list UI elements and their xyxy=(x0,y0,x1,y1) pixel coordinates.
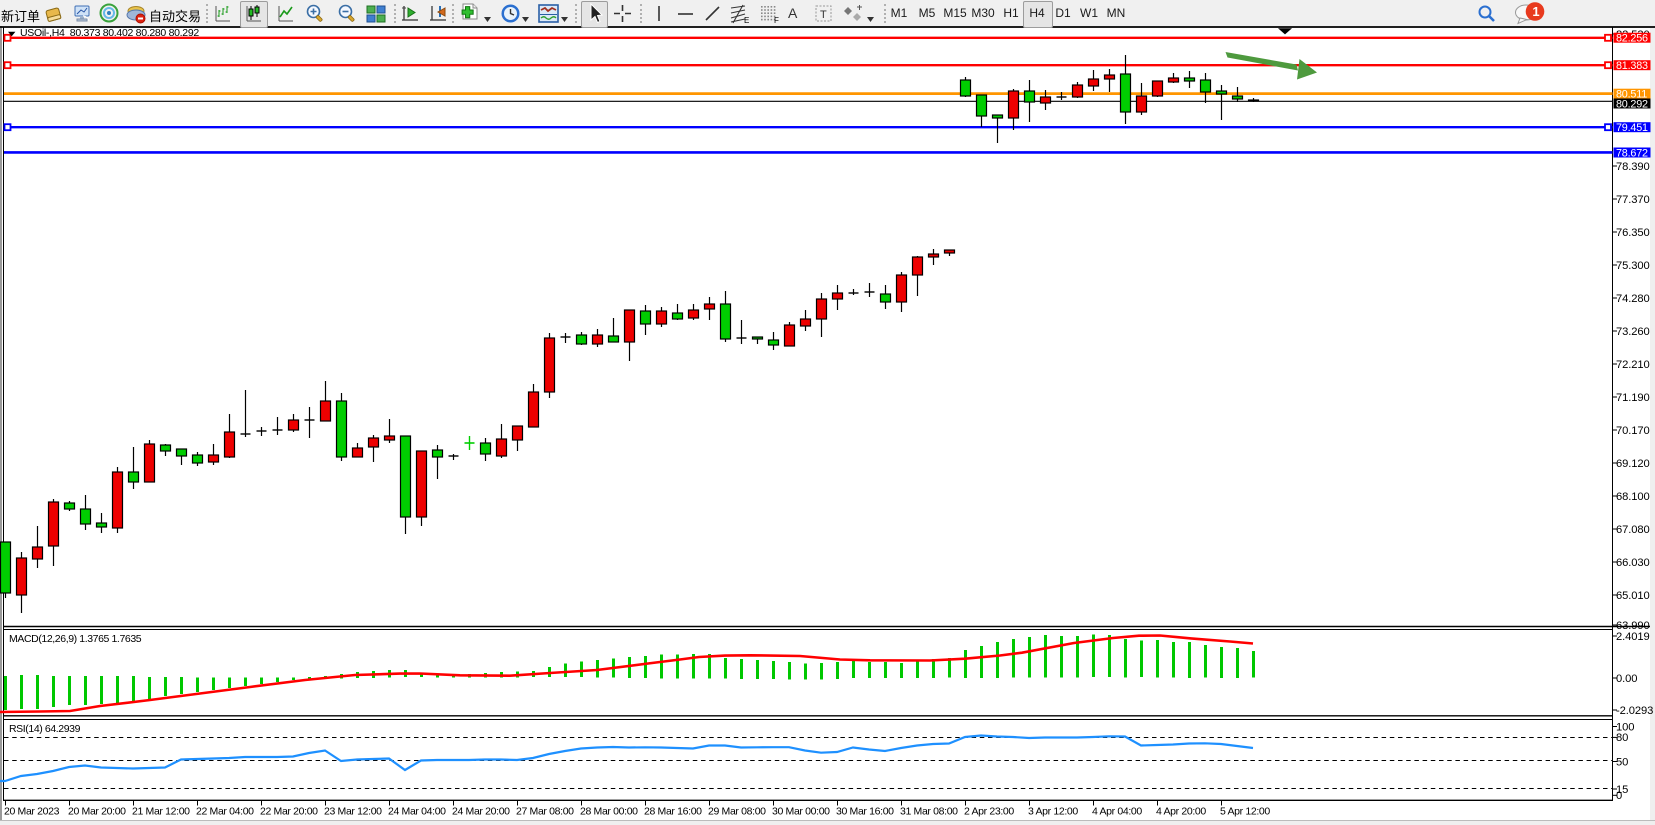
svg-text:78.672: 78.672 xyxy=(1616,147,1648,159)
svg-text:80: 80 xyxy=(1616,732,1628,744)
svg-text:68.100: 68.100 xyxy=(1616,491,1650,503)
svg-text:24 Mar 04:00: 24 Mar 04:00 xyxy=(388,806,446,818)
svg-text:30 Mar 16:00: 30 Mar 16:00 xyxy=(836,806,894,818)
svg-text:RSI(14) 64.2939: RSI(14) 64.2939 xyxy=(9,723,81,735)
svg-text:T: T xyxy=(820,9,827,21)
svg-text:71.190: 71.190 xyxy=(1616,392,1650,404)
svg-text:4 Apr 20:00: 4 Apr 20:00 xyxy=(1156,806,1206,818)
svg-text:76.350: 76.350 xyxy=(1616,227,1650,239)
svg-text:29 Mar 08:00: 29 Mar 08:00 xyxy=(708,806,766,818)
svg-text:22 Mar 20:00: 22 Mar 20:00 xyxy=(260,806,318,818)
svg-text:23 Mar 12:00: 23 Mar 12:00 xyxy=(324,806,382,818)
svg-text:5 Apr 12:00: 5 Apr 12:00 xyxy=(1220,806,1270,818)
svg-text:15: 15 xyxy=(1616,784,1628,796)
svg-text:63.990: 63.990 xyxy=(1616,620,1650,632)
svg-text:27 Mar 08:00: 27 Mar 08:00 xyxy=(516,806,574,818)
svg-text:100: 100 xyxy=(1616,721,1634,733)
svg-text:22 Mar 04:00: 22 Mar 04:00 xyxy=(196,806,254,818)
svg-text:30 Mar 00:00: 30 Mar 00:00 xyxy=(772,806,830,818)
svg-text:28 Mar 16:00: 28 Mar 16:00 xyxy=(644,806,702,818)
svg-text:2.4019: 2.4019 xyxy=(1616,631,1650,643)
svg-text:82.256: 82.256 xyxy=(1616,33,1648,45)
svg-text:75.300: 75.300 xyxy=(1616,260,1650,272)
svg-text:20 Mar 20:00: 20 Mar 20:00 xyxy=(68,806,126,818)
svg-text:78.390: 78.390 xyxy=(1616,161,1650,173)
svg-text:0.00: 0.00 xyxy=(1616,673,1637,685)
svg-text:72.210: 72.210 xyxy=(1616,359,1650,371)
svg-text:66.030: 66.030 xyxy=(1616,557,1650,569)
svg-text:3 Apr 12:00: 3 Apr 12:00 xyxy=(1028,806,1078,818)
svg-text:73.260: 73.260 xyxy=(1616,326,1650,338)
svg-text:E: E xyxy=(744,16,749,24)
svg-text:20 Mar 2023: 20 Mar 2023 xyxy=(4,806,60,818)
svg-text:1: 1 xyxy=(1532,4,1539,19)
svg-text:21 Mar 12:00: 21 Mar 12:00 xyxy=(132,806,190,818)
svg-text:50: 50 xyxy=(1616,756,1628,768)
svg-text:70.170: 70.170 xyxy=(1616,425,1650,437)
svg-text:74.280: 74.280 xyxy=(1616,293,1650,305)
svg-text:67.080: 67.080 xyxy=(1616,524,1650,536)
svg-text:MACD(12,26,9) 1.3765 1.7635: MACD(12,26,9) 1.3765 1.7635 xyxy=(9,633,142,645)
svg-text:81.383: 81.383 xyxy=(1616,60,1648,72)
svg-text:77.370: 77.370 xyxy=(1616,194,1650,206)
svg-text:31 Mar 08:00: 31 Mar 08:00 xyxy=(900,806,958,818)
svg-text:2 Apr 23:00: 2 Apr 23:00 xyxy=(964,806,1014,818)
svg-text:-2.0293: -2.0293 xyxy=(1616,705,1653,717)
svg-text:USOil-,H4 80.373 80.402 80.28: USOil-,H4 80.373 80.402 80.280 80.292 xyxy=(20,27,199,39)
svg-text:28 Mar 00:00: 28 Mar 00:00 xyxy=(580,806,638,818)
svg-text:F: F xyxy=(774,16,779,24)
svg-text:79.451: 79.451 xyxy=(1616,122,1648,134)
svg-text:69.120: 69.120 xyxy=(1616,458,1650,470)
svg-text:80.292: 80.292 xyxy=(1616,98,1648,110)
svg-text:0: 0 xyxy=(1616,790,1622,802)
svg-text:80.511: 80.511 xyxy=(1616,89,1647,101)
svg-text:24 Mar 20:00: 24 Mar 20:00 xyxy=(452,806,510,818)
svg-text:65.010: 65.010 xyxy=(1616,590,1650,602)
svg-text:4 Apr 04:00: 4 Apr 04:00 xyxy=(1092,806,1142,818)
